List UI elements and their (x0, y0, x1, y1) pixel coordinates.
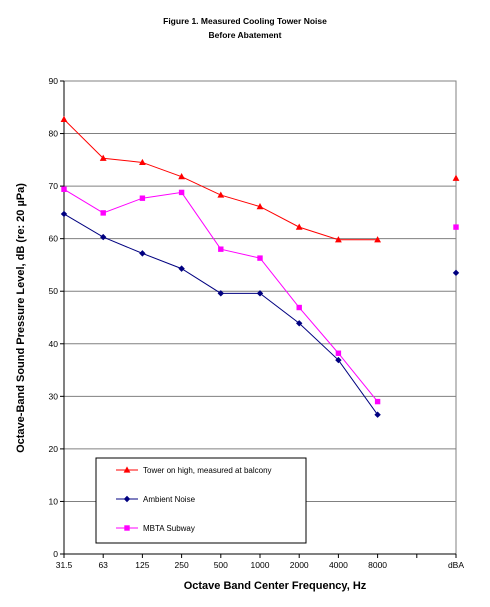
data-point-marker (139, 250, 146, 257)
y-axis-title: Octave-Band Sound Pressure Level, dB (re… (15, 183, 27, 453)
data-point-marker (374, 236, 381, 243)
data-point-marker (60, 210, 68, 218)
data-point-marker (139, 195, 146, 201)
y-tick-label: 0 (53, 549, 58, 559)
legend-marker (124, 525, 130, 531)
data-point-marker (453, 224, 459, 230)
data-point-marker (61, 186, 67, 192)
x-tick-label: 31.5 (56, 560, 73, 570)
data-point-marker (296, 304, 302, 311)
data-point-marker (335, 236, 342, 243)
data-point-marker (217, 290, 224, 297)
y-tick-label: 30 (49, 391, 59, 401)
x-tick-label: 8000 (368, 560, 387, 570)
data-point-marker (217, 191, 225, 198)
series-markers (60, 115, 460, 418)
x-tick-label: 250 (175, 560, 189, 570)
legend-marker (123, 495, 131, 503)
x-tick-label: 63 (98, 560, 108, 570)
y-tick-label: 50 (49, 286, 59, 296)
legend-label: Tower on high, measured at balcony (143, 466, 272, 475)
data-point-marker (139, 158, 146, 166)
axes: 0 10 20 30 40 50 60 70 80 90 31.5 63 125 250 500 1000 20… (49, 76, 465, 570)
data-point-marker (100, 210, 106, 216)
x-tick-label: 500 (214, 560, 228, 570)
data-point-marker (178, 173, 185, 180)
x-tick-label: 125 (135, 560, 149, 570)
x-tick-label: dBA (448, 560, 464, 570)
y-tick-label: 40 (49, 339, 59, 349)
legend: Tower on high, measured at balcony Ambien… (95, 457, 307, 544)
data-point-marker (60, 115, 68, 122)
legend-marker (123, 466, 131, 473)
data-point-marker (335, 356, 342, 364)
legend-label: MBTA Subway (143, 524, 195, 533)
data-point-marker (218, 246, 224, 252)
legend-box (95, 457, 307, 544)
chart-title: Figure 1. Measured Cooling Tower Noise (163, 16, 327, 26)
data-point-marker (256, 290, 264, 297)
data-point-marker (99, 154, 107, 161)
data-point-marker (296, 320, 303, 327)
y-tick-label: 20 (49, 444, 59, 454)
y-tick-label: 90 (49, 76, 59, 86)
data-point-marker (178, 265, 185, 272)
y-tick-label: 60 (49, 234, 59, 244)
y-tick-label: 70 (49, 181, 59, 191)
chart-subtitle: Before Abatement (209, 30, 282, 40)
data-point-marker (374, 411, 381, 418)
data-point-marker (295, 223, 303, 230)
data-point-marker (452, 174, 460, 181)
y-tick-label: 10 (49, 496, 59, 506)
data-point-marker (178, 189, 185, 196)
data-point-marker (335, 350, 342, 356)
data-point-marker (256, 203, 264, 210)
data-point-marker (452, 269, 460, 277)
x-tick-label: 2000 (290, 560, 309, 570)
x-tick-label: 4000 (329, 560, 348, 570)
data-point-marker (257, 255, 263, 261)
data-point-marker (100, 233, 107, 241)
x-axis-title: Octave Band Center Frequency, Hz (184, 580, 367, 592)
legend-label: Ambient Noise (143, 495, 196, 504)
y-tick-label: 80 (49, 129, 59, 139)
data-point-marker (374, 398, 381, 405)
x-tick-label: 1000 (251, 560, 270, 570)
